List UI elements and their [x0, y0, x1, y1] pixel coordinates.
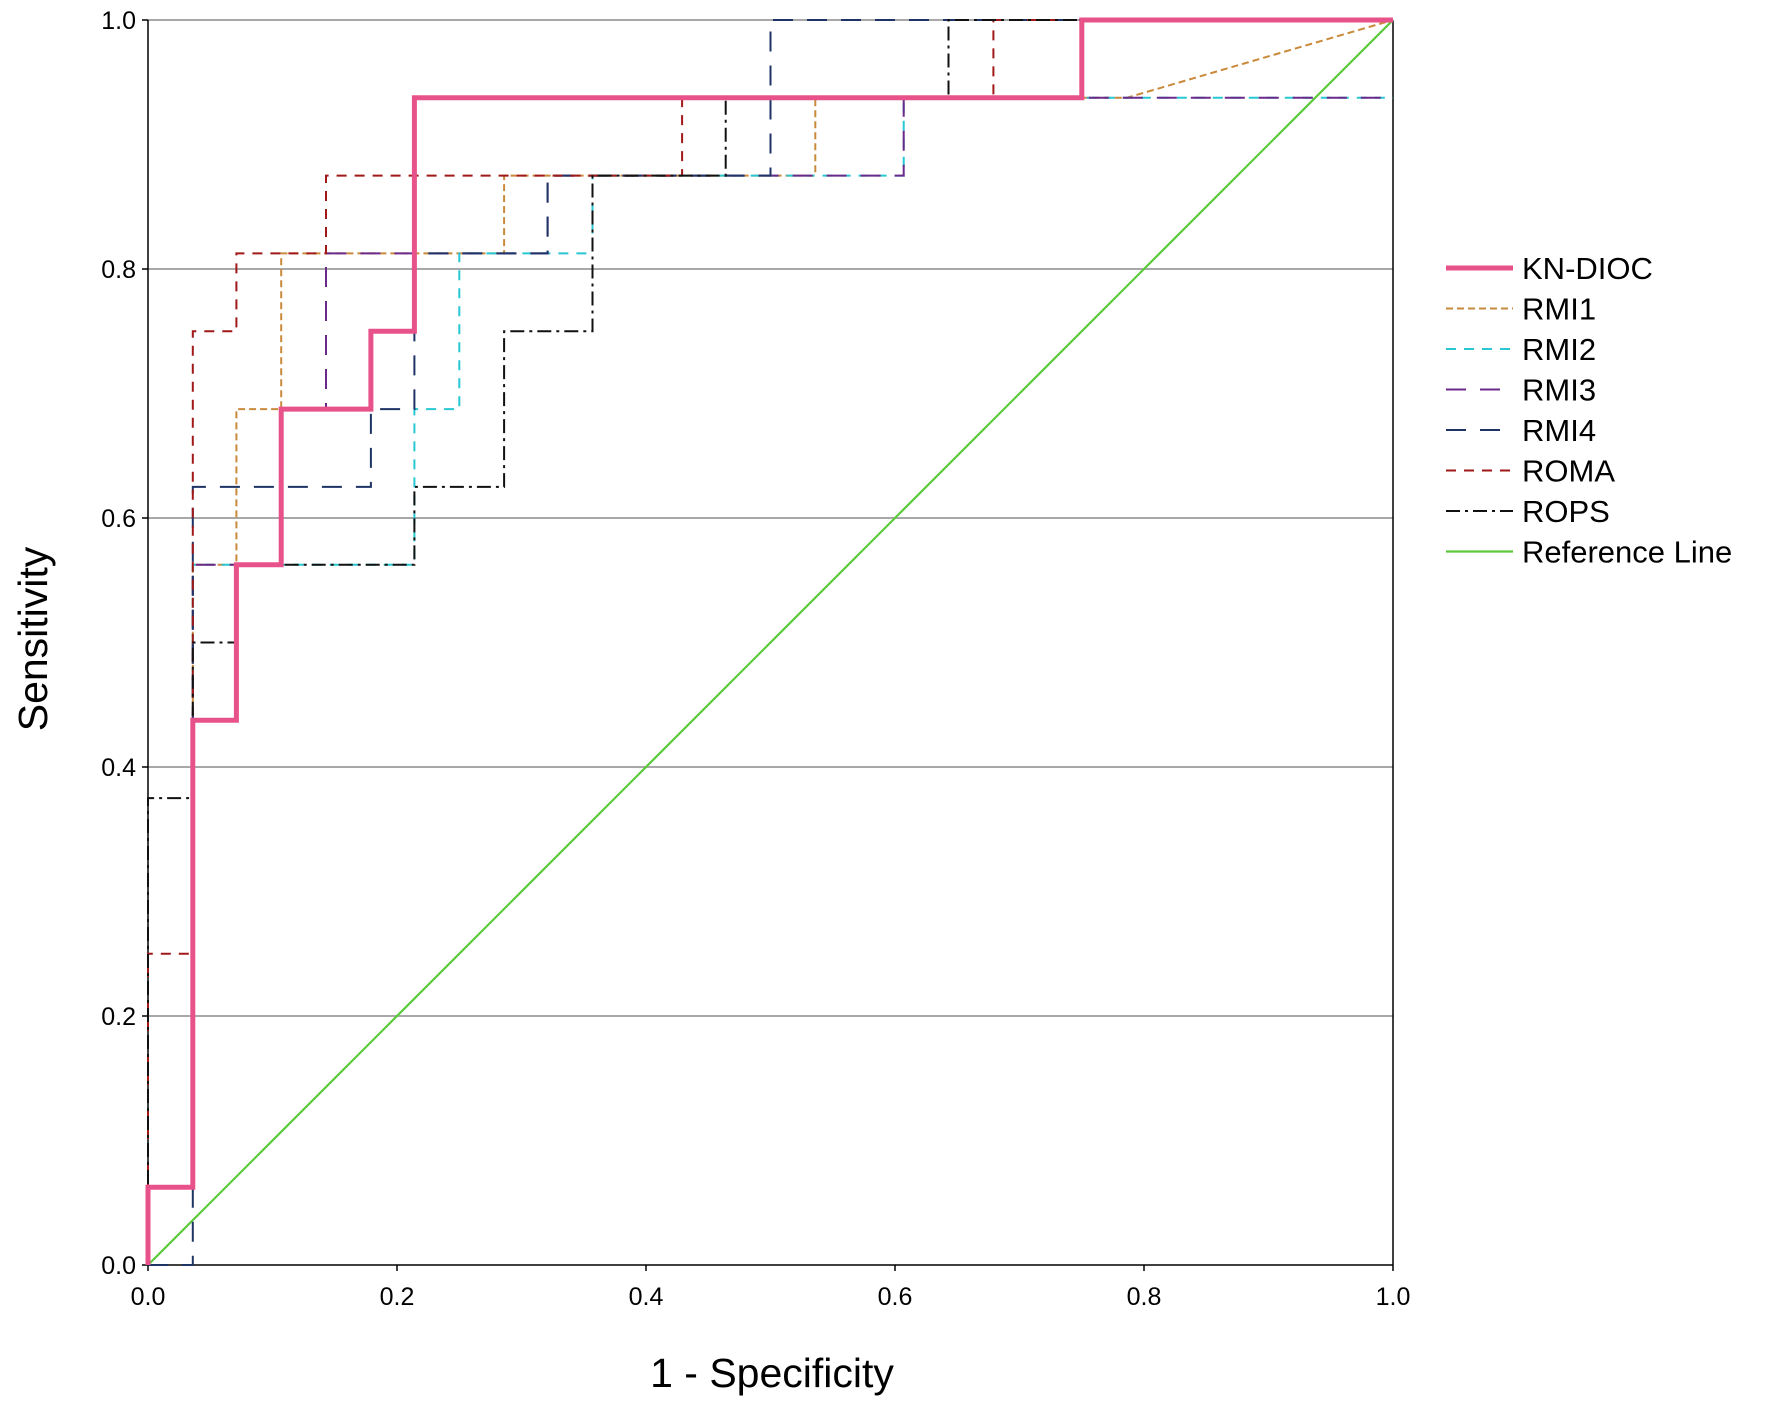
series-line-rmi2	[147, 96, 1393, 1265]
x-tick-label-0: 0.0	[131, 1283, 166, 1311]
legend-label-rmi1: RMI1	[1522, 292, 1596, 327]
y-tick-label-5: 1.0	[101, 7, 136, 35]
series-line-roma	[147, 19, 1393, 1265]
y-axis-title: Sensitivity	[10, 546, 56, 731]
y-tick-label-0: 0.0	[101, 1252, 136, 1280]
series-lines	[145, 17, 1394, 1266]
legend-label-rops: ROPS	[1522, 494, 1610, 529]
series-line-reference-line	[147, 19, 1394, 1266]
y-tick-label-4: 0.8	[101, 256, 136, 284]
x-tick-label-3: 0.6	[878, 1283, 913, 1311]
legend-label-reference-line: Reference Line	[1522, 535, 1732, 570]
y-tick-label-3: 0.6	[101, 505, 136, 533]
x-tick-label-5: 1.0	[1376, 1283, 1411, 1311]
y-tick-label-2: 0.4	[101, 754, 136, 782]
x-tick-label-1: 0.2	[380, 1283, 415, 1311]
legend-label-rmi3: RMI3	[1522, 373, 1596, 408]
x-tick-label-4: 0.8	[1127, 1283, 1162, 1311]
x-tick-label-2: 0.4	[629, 1283, 664, 1311]
legend-label-rmi2: RMI2	[1522, 332, 1596, 367]
tick-labels: 0.0 0.2 0.4 0.6 0.8 1.0 0.0 0.2 0.4 0.6 0.8 1.0	[101, 7, 1410, 1311]
legend-label-roma: ROMA	[1522, 454, 1615, 489]
legend: KN-DIOC RMI1 RMI2 RMI3 RMI4 ROMA ROPS Reference…	[1446, 251, 1732, 570]
series-line-rmi3	[147, 96, 1393, 1265]
legend-label-kn-dioc: KN-DIOC	[1522, 251, 1653, 286]
series-line-kn-dioc	[145, 17, 1393, 1265]
x-axis-title: 1 - Specificity	[650, 1350, 894, 1396]
grid-lines	[148, 19, 1393, 1017]
legend-label-rmi4: RMI4	[1522, 413, 1596, 448]
y-tick-label-1: 0.2	[101, 1003, 136, 1031]
